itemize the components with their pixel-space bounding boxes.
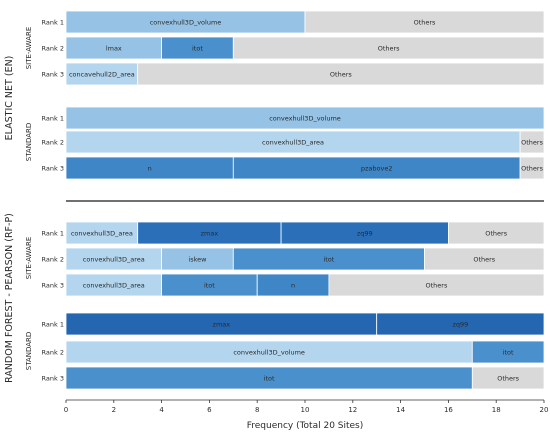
segment-label: Others	[485, 230, 507, 238]
segment-label: Others	[414, 19, 436, 27]
rank-label: Rank 3	[42, 71, 64, 79]
panel: SITE-AWARE Rank 1 convexhull3D_area zmax zq9…	[25, 221, 545, 297]
segment-label: n	[291, 282, 295, 290]
segment-label: itot	[204, 282, 215, 290]
bar-row: Rank 1 zmax zq99	[42, 312, 545, 336]
bar-row: Rank 1 convexhull3D_volume	[42, 106, 545, 130]
segment-label: Others	[378, 45, 400, 53]
segment-label: zq99	[452, 321, 468, 329]
x-tick-label: 16	[444, 406, 453, 414]
segment-label: convexhull3D_area	[83, 256, 145, 264]
x-axis-title: Frequency (Total 20 Sites)	[247, 421, 364, 431]
x-tick-label: 0	[64, 406, 68, 414]
bar-segment	[304, 10, 545, 34]
rank-label: Rank 1	[42, 321, 64, 329]
panel: STANDARD Rank 1 zmax zq99 Rank 2 convexhull3D…	[25, 312, 545, 390]
bar-segment	[471, 340, 545, 364]
rank-label: Rank 2	[42, 45, 64, 53]
x-tick-label: 20	[540, 406, 549, 414]
rank-label: Rank 3	[42, 165, 64, 173]
bar-row: Rank 2 convexhull3D_area iskew itot Others	[42, 247, 545, 271]
panel-label: SITE-AWARE	[25, 27, 33, 70]
panel-label: SITE-AWARE	[25, 237, 33, 280]
rank-label: Rank 1	[42, 19, 64, 27]
x-tick-label: 14	[396, 406, 405, 414]
group-label: RANDOM FOREST - PEARSON (RF-P)	[4, 213, 15, 383]
segment-label: concavehull2D_area	[69, 71, 135, 79]
panel-label: STANDARD	[25, 332, 33, 371]
rank-label: Rank 2	[42, 139, 64, 147]
bar-segment	[519, 130, 545, 154]
x-tick-label: 8	[255, 406, 259, 414]
panel: SITE-AWARE Rank 1 convexhull3D_volume Other…	[25, 10, 545, 86]
bar-segment	[137, 62, 545, 86]
segment-label: iskew	[188, 256, 207, 264]
x-tick-label: 10	[301, 406, 310, 414]
rank-label: Rank 3	[42, 282, 64, 290]
segment-label: pzabove2	[361, 165, 393, 173]
rank-label: Rank 2	[42, 349, 64, 357]
x-tick-label: 6	[207, 406, 212, 414]
x-axis: 0 2 4 6 8 10 12 14 16 18 20 Frequency (Total 20 Sit…	[64, 399, 549, 431]
segment-label: Others	[521, 139, 543, 147]
bar-segment	[65, 106, 545, 130]
bar-segment	[328, 273, 545, 297]
bar-row: Rank 3 concavehull2D_area Others	[42, 62, 545, 86]
bar-row: Rank 1 convexhull3D_area zmax zq99 Others	[42, 221, 545, 245]
segment-label: zmax	[201, 230, 219, 238]
rank-label: Rank 3	[42, 375, 64, 383]
bar-segment	[519, 156, 545, 180]
x-tick-label: 4	[159, 406, 164, 414]
group-label: ELASTIC NET (EN)	[4, 56, 15, 141]
segment-label: itot	[192, 45, 203, 53]
segment-label: convexhull3D_area	[83, 282, 145, 290]
bar-row: Rank 2 lmax itot Others	[42, 36, 545, 60]
bar-segment	[232, 36, 545, 60]
model-group: ELASTIC NET (EN) SITE-AWARE Rank 1 convexhu…	[4, 10, 545, 180]
bar-row: Rank 1 convexhull3D_volume Others	[42, 10, 545, 34]
panel: STANDARD Rank 1 convexhull3D_volume Rank 2 c…	[25, 106, 545, 180]
segment-label: zmax	[213, 321, 231, 329]
bar-segment	[471, 366, 545, 390]
bar-row: Rank 3 n pzabove2 Others	[42, 156, 545, 180]
segment-label: itot	[503, 349, 514, 357]
bar-segment	[447, 221, 545, 245]
segment-label: zq99	[357, 230, 373, 238]
bar-row: Rank 3 itot Others	[42, 366, 545, 390]
bar-row: Rank 3 convexhull3D_area itot n Others	[42, 273, 545, 297]
segment-label: Others	[473, 256, 495, 264]
segment-label: itot	[323, 256, 334, 264]
rank-label: Rank 2	[42, 256, 64, 264]
bar-row: Rank 2 convexhull3D_area Others	[42, 130, 545, 154]
bar-row: Rank 2 convexhull3D_volume itot	[42, 340, 545, 364]
model-group: RANDOM FOREST - PEARSON (RF-P) SITE-AWARE…	[4, 213, 545, 390]
segment-label: convexhull3D_volume	[233, 349, 305, 357]
segment-label: Others	[330, 71, 352, 79]
x-tick-label: 18	[492, 406, 501, 414]
segment-label: convexhull3D_area	[71, 230, 133, 238]
segment-label: Others	[521, 165, 543, 173]
bar-segment	[376, 312, 545, 336]
rank-label: Rank 1	[42, 230, 64, 238]
bar-segment	[424, 247, 545, 271]
segment-label: itot	[264, 375, 275, 383]
segment-label: Others	[497, 375, 519, 383]
segment-label: convexhull3D_volume	[269, 115, 341, 123]
rank-label: Rank 1	[42, 115, 64, 123]
segment-label: convexhull3D_area	[262, 139, 324, 147]
segment-label: lmax	[106, 45, 122, 53]
x-tick-label: 2	[112, 406, 116, 414]
segment-label: n	[148, 165, 152, 173]
segment-label: Others	[426, 282, 448, 290]
panel-label: STANDARD	[25, 123, 33, 162]
x-tick-label: 12	[348, 406, 357, 414]
segment-label: convexhull3D_volume	[150, 19, 222, 27]
